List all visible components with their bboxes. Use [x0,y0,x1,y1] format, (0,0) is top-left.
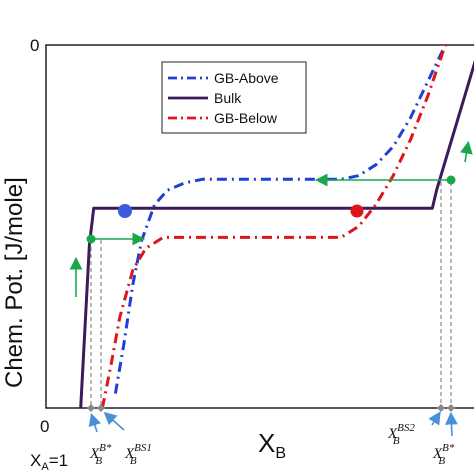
legend: GB-Above Bulk GB-Below [161,61,307,134]
x-corner-label-base: X [30,451,41,470]
transfer-arrows [69,140,473,297]
annotation-1-sup: B* [99,442,112,454]
annotation-2-base: X [124,446,135,462]
x-corner-label-sub: A [41,461,49,473]
marker-dot-1 [87,404,95,412]
plot-area-frame [45,44,474,409]
annotation-arrow-2 [103,411,125,431]
annotation-4-base: X [432,446,443,462]
composition-marker-lines [90,182,452,408]
annotation-3-sup: BS2 [397,422,415,434]
annotation-3-base: X [387,426,398,442]
annotation-xb-star-right: XB* B [432,442,455,467]
tangent-point-green-right [446,175,456,185]
x-corner-label: XA=1 [30,451,68,473]
x-axis-label: XB [258,428,286,462]
annotation-arrows [88,411,458,437]
y-tick-label-0: 0 [30,36,39,55]
series-line-gb-above [113,44,447,394]
x-axis-label-sub: B [275,445,286,462]
annotation-arrow-3 [428,411,441,426]
intersection-point-red [350,204,364,218]
annotation-1-base: X [89,446,100,462]
marker-dot-2 [97,404,105,412]
annotation-arrow-4 [445,411,458,437]
marker-dot-3 [437,404,445,412]
annotation-xb-star-left: XB* B [89,442,112,467]
intersection-point-blue [118,204,132,218]
composition-marker-dots [87,404,455,412]
x-corner-label-suffix: =1 [49,451,68,470]
annotation-xb-bs1: XBS1 B [124,442,152,467]
legend-label-gb-below: GB-Below [214,110,278,126]
y-axis-label: Chem. Pot. [J/mole] [1,177,28,388]
tangent-point-green-left [86,234,96,244]
legend-label-gb-above: GB-Above [214,70,279,86]
annotation-2-sup: BS1 [134,442,152,454]
legend-label-bulk: Bulk [214,90,242,106]
arrow-up-right [460,140,473,163]
annotation-2-sub: B [130,455,137,467]
annotation-3-sub: B [393,435,400,447]
marker-dot-4 [447,404,455,412]
annotation-arrow-1 [88,412,101,433]
annotation-1-sub: B [95,455,102,467]
series-line-gb-below [100,44,447,409]
annotation-xb-bs2: XBS2 B [387,422,415,447]
x-axis-label-base: X [258,428,275,458]
annotation-4-sub: B [438,455,445,467]
annotation-4-sup: B* [442,442,455,454]
x-tick-label-0: 0 [40,417,49,436]
